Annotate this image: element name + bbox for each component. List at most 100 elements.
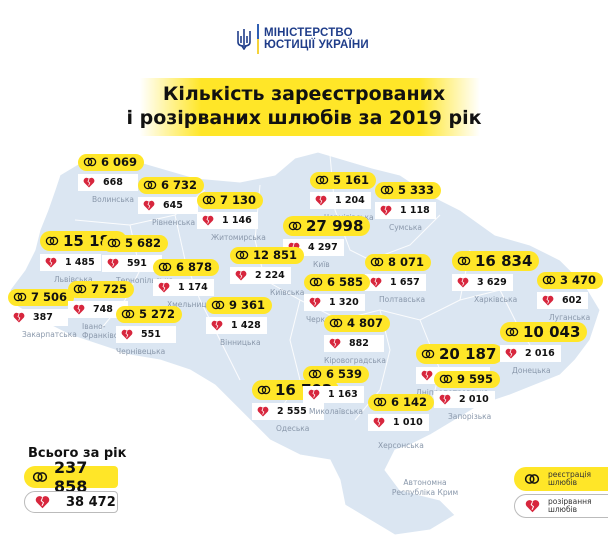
region-name: Миколаївська: [309, 407, 364, 416]
region-kyiv: 27 998 4 297 Київ: [283, 216, 371, 269]
registered-count: 5 333: [398, 183, 435, 197]
divorced-count: 1 320: [329, 297, 359, 308]
region-name: Харківська: [474, 295, 518, 304]
region-name: Київ: [313, 260, 330, 269]
divorced-badge: 1 010: [368, 414, 429, 431]
registered-count: 6 585: [327, 275, 364, 289]
logo-line-1: МІНІСТЕРСТВО: [264, 27, 353, 39]
divorced-badge: 1 146: [197, 212, 258, 229]
wedding-rings-icon: [309, 277, 323, 287]
region-kirovohradska: 4 807 882 Кіровоградська: [324, 313, 391, 365]
region-rivnenska: 6 732 645 Рівненська: [138, 175, 205, 227]
divorced-count: 1 174: [178, 282, 208, 293]
registered-count: 6 732: [161, 178, 198, 192]
legend-divorced-label: розірвання шлюбів: [548, 498, 592, 514]
wedding-rings-icon: [202, 195, 216, 205]
registered-count: 7 506: [31, 290, 68, 304]
region-volynska: 6 069 668 Волинська: [78, 152, 145, 204]
logo-text: МІНІСТЕРСТВО ЮСТИЦІЇ УКРАЇНИ: [264, 27, 369, 51]
registered-count: 8 071: [388, 255, 425, 269]
registered-badge: 6 539: [303, 365, 370, 383]
divorced-badge: 668: [78, 174, 138, 191]
registered-badge: 3 470: [537, 271, 604, 289]
divorced-badge: 645: [138, 197, 198, 214]
registered-count: 27 998: [306, 217, 364, 235]
region-mykolaivska: 6 539 1 163 Миколаївська: [303, 364, 370, 416]
broken-heart-icon: [525, 500, 540, 513]
wedding-rings-icon: [158, 262, 172, 272]
crimea-line-2: Республіка Крим: [391, 488, 459, 497]
divorced-count: 748: [93, 304, 113, 315]
registered-badge: 5 333: [375, 181, 442, 199]
region-name: Львівська: [54, 275, 93, 284]
divorced-badge: 3 629: [452, 274, 513, 291]
broken-heart-icon: [542, 295, 554, 306]
region-name: Кіровоградська: [324, 356, 386, 365]
divorced-count: 551: [141, 329, 161, 340]
region-sumska: 5 333 1 118 Сумська: [375, 180, 442, 232]
divorced-badge: 1 204: [310, 192, 371, 209]
divorced-count: 1 146: [222, 215, 252, 226]
registered-count: 5 161: [333, 173, 370, 187]
wedding-rings-icon: [211, 300, 225, 310]
divorced-count: 602: [562, 295, 582, 306]
divorced-count: 668: [103, 177, 123, 188]
wedding-rings-icon: [45, 236, 59, 246]
broken-heart-icon: [13, 312, 25, 323]
region-vinnytska: 9 361 1 428 Вінницька: [206, 295, 273, 347]
region-kyivska: 12 851 2 224 Київська: [230, 245, 304, 297]
divorced-count: 645: [163, 200, 183, 211]
region-name: Чернівецька: [116, 347, 166, 356]
registered-count: 6 539: [326, 367, 363, 381]
registered-badge: 5 272: [116, 305, 183, 323]
region-zhytomyrska: 7 130 1 146 Житомирська: [197, 190, 266, 242]
region-name: Одеська: [276, 424, 310, 433]
trident-icon: [237, 29, 251, 50]
wedding-rings-icon: [505, 327, 519, 337]
wedding-rings-icon: [457, 256, 471, 266]
divorced-count: 3 629: [477, 277, 507, 288]
legend-registered-line-1: реєстрація: [548, 470, 592, 479]
wedding-rings-icon: [143, 180, 157, 190]
divorced-count: 1 010: [393, 417, 423, 428]
registered-badge: 4 807: [324, 314, 391, 332]
registered-count: 6 142: [391, 395, 428, 409]
region-zakarpatska: 7 506 387 Закарпатська: [8, 287, 77, 339]
registered-badge: 5 161: [310, 171, 377, 189]
registered-badge: 5 682: [102, 234, 169, 252]
region-name: Тернопільська: [116, 276, 174, 285]
region-ternopilska: 5 682 591 Тернопільська: [102, 233, 173, 285]
broken-heart-icon: [505, 348, 517, 359]
registered-badge: 6 142: [368, 393, 435, 411]
divorced-badge: 1 163: [303, 386, 364, 403]
divorced-count: 1 485: [65, 257, 95, 268]
divorced-badge: 387: [8, 309, 68, 326]
divorced-count: 1 428: [231, 320, 261, 331]
region-name: Житомирська: [211, 233, 266, 242]
title-highlight: [140, 78, 480, 136]
registered-count: 20 187: [439, 345, 497, 363]
wedding-rings-icon: [257, 385, 271, 395]
region-name: Херсонська: [378, 441, 424, 450]
wedding-rings-icon: [107, 238, 121, 248]
divorced-badge: 551: [116, 326, 176, 343]
divorced-badge: 882: [324, 335, 384, 352]
broken-heart-icon: [121, 329, 133, 340]
registered-badge: 6 585: [304, 273, 371, 291]
broken-heart-icon: [235, 270, 247, 281]
registered-count: 5 272: [139, 307, 176, 321]
registered-count: 7 725: [91, 282, 128, 296]
wedding-rings-icon: [121, 309, 135, 319]
registered-badge: 9 361: [206, 296, 273, 314]
wedding-rings-icon: [83, 157, 97, 167]
broken-heart-icon: [83, 177, 95, 188]
registered-badge: 7 130: [197, 191, 264, 209]
wedding-rings-icon: [421, 349, 435, 359]
registered-count: 9 361: [229, 298, 266, 312]
divorced-badge: 2 555: [252, 403, 324, 420]
region-name: Вінницька: [220, 338, 261, 347]
wedding-rings-icon: [524, 474, 540, 484]
region-khersonska: 6 142 1 010 Херсонська: [368, 392, 435, 450]
divorced-badge: 591: [102, 255, 162, 272]
divorced-badge: 1 428: [206, 317, 267, 334]
